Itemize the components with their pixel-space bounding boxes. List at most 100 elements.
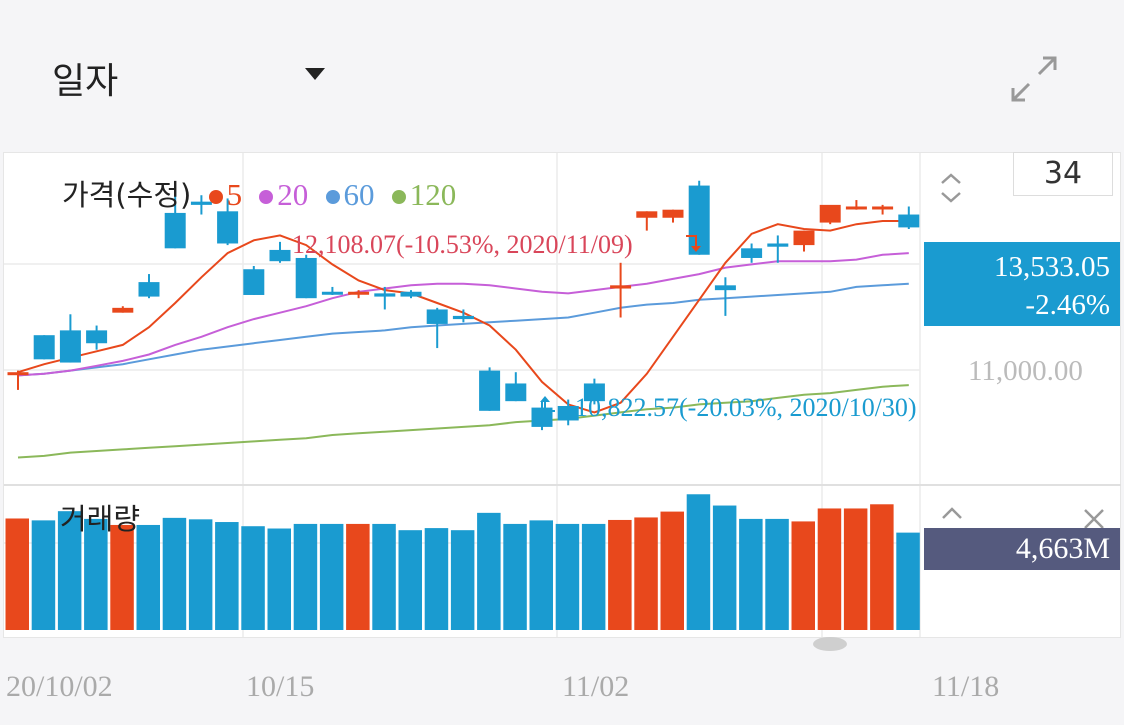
volume-bar[interactable] bbox=[162, 517, 187, 630]
candlestick[interactable] bbox=[112, 306, 134, 313]
candlestick[interactable] bbox=[557, 399, 579, 426]
close-icon[interactable] bbox=[1082, 507, 1106, 531]
candlestick[interactable] bbox=[479, 367, 501, 411]
volume-bar[interactable] bbox=[319, 523, 344, 630]
ma60-legend-label[interactable]: 60 bbox=[343, 177, 375, 212]
candlestick[interactable] bbox=[741, 243, 763, 263]
candlestick[interactable] bbox=[662, 209, 684, 223]
zoom-updown-icon[interactable] bbox=[938, 170, 964, 206]
volume-bar[interactable] bbox=[31, 520, 56, 630]
volume-bar[interactable] bbox=[372, 523, 396, 630]
collapse-chevron-up-icon[interactable] bbox=[940, 504, 964, 522]
volume-bar[interactable] bbox=[477, 512, 501, 630]
candle-body bbox=[112, 307, 134, 313]
volume-bar[interactable] bbox=[136, 524, 161, 630]
candle-body bbox=[872, 206, 894, 210]
candlestick[interactable] bbox=[348, 290, 370, 299]
volume-bar[interactable] bbox=[84, 518, 108, 630]
volume-bar[interactable] bbox=[765, 518, 789, 630]
candlestick[interactable] bbox=[269, 241, 291, 263]
candle-body bbox=[714, 285, 736, 291]
volume-bar[interactable] bbox=[686, 494, 711, 630]
candlestick[interactable] bbox=[714, 277, 736, 316]
candlestick[interactable] bbox=[59, 314, 81, 363]
candlestick[interactable] bbox=[295, 254, 317, 299]
volume-bar[interactable] bbox=[660, 511, 685, 630]
volume-bar[interactable] bbox=[450, 530, 475, 630]
high-marker-icon bbox=[686, 235, 697, 248]
candlestick[interactable] bbox=[400, 290, 422, 299]
candlestick[interactable] bbox=[898, 206, 920, 230]
candlestick[interactable] bbox=[872, 204, 894, 215]
candlestick[interactable] bbox=[374, 286, 396, 310]
candlestick[interactable] bbox=[636, 211, 658, 231]
candle-body bbox=[557, 405, 579, 421]
x-tick-label: 11/02 bbox=[562, 670, 630, 703]
candlestick[interactable] bbox=[819, 204, 841, 225]
candlestick[interactable] bbox=[217, 198, 239, 246]
volume-bar[interactable] bbox=[634, 517, 658, 630]
volume-bar[interactable] bbox=[529, 520, 554, 630]
volume-bar[interactable] bbox=[843, 508, 868, 630]
volume-bar[interactable] bbox=[346, 523, 370, 630]
volume-bar[interactable] bbox=[5, 518, 30, 630]
candlestick[interactable] bbox=[505, 372, 527, 402]
volume-bar[interactable] bbox=[503, 523, 527, 630]
candlestick[interactable] bbox=[767, 235, 789, 263]
expand-icon[interactable] bbox=[1005, 50, 1063, 108]
volume-bar[interactable] bbox=[398, 530, 423, 630]
candlestick[interactable] bbox=[610, 262, 632, 318]
candlestick[interactable] bbox=[164, 190, 186, 249]
ma120-legend-dot bbox=[391, 190, 406, 204]
volume-bar[interactable] bbox=[267, 528, 292, 630]
ma5-legend-label[interactable]: 5 bbox=[226, 177, 243, 212]
candle-body bbox=[295, 257, 317, 299]
volume-bar[interactable] bbox=[188, 519, 213, 630]
candlestick[interactable] bbox=[845, 200, 867, 210]
candle-body bbox=[583, 383, 605, 402]
volume-bar[interactable] bbox=[57, 511, 82, 630]
ma20-legend-label[interactable]: 20 bbox=[277, 177, 309, 212]
candlestick[interactable] bbox=[86, 325, 108, 350]
candle-body bbox=[636, 211, 658, 218]
period-select[interactable]: 일자 bbox=[52, 61, 119, 102]
volume-bar[interactable] bbox=[424, 528, 449, 630]
candlestick[interactable] bbox=[793, 230, 815, 252]
candlestick[interactable] bbox=[321, 286, 343, 295]
candle-body bbox=[610, 285, 632, 289]
volume-bar[interactable] bbox=[817, 508, 842, 630]
ma5-legend-dot bbox=[208, 190, 223, 204]
volume-bar[interactable] bbox=[608, 519, 632, 630]
volume-bar[interactable] bbox=[739, 518, 763, 630]
candlestick[interactable] bbox=[243, 266, 265, 295]
candlestick[interactable] bbox=[33, 335, 55, 360]
candlestick[interactable] bbox=[138, 274, 160, 299]
volume-bar[interactable] bbox=[581, 523, 606, 630]
dropdown-arrow-icon[interactable] bbox=[305, 68, 325, 80]
candlestick[interactable] bbox=[583, 378, 605, 405]
volume-bar[interactable] bbox=[293, 523, 318, 630]
candlestick[interactable] bbox=[452, 309, 474, 323]
volume-bar[interactable] bbox=[791, 521, 816, 630]
candlestick[interactable] bbox=[688, 180, 710, 255]
candle-body bbox=[190, 201, 212, 205]
visible-count-box[interactable]: 34 bbox=[1013, 152, 1113, 196]
volume-bar[interactable] bbox=[110, 524, 134, 630]
candlestick[interactable] bbox=[190, 195, 212, 215]
candle-body bbox=[400, 291, 422, 297]
volume-bar[interactable] bbox=[712, 505, 737, 630]
volume-bar[interactable] bbox=[215, 522, 239, 630]
candlestick[interactable] bbox=[426, 307, 448, 349]
candle-body bbox=[662, 209, 684, 218]
ma120-legend-label[interactable]: 120 bbox=[409, 177, 457, 212]
volume-bar[interactable] bbox=[870, 504, 894, 630]
scroll-handle[interactable] bbox=[813, 637, 847, 651]
chart-header: 일자 bbox=[0, 0, 1124, 145]
candle-body bbox=[452, 315, 474, 320]
volume-bar[interactable] bbox=[555, 523, 580, 630]
volume-bar[interactable] bbox=[241, 526, 265, 630]
volume-bar[interactable] bbox=[896, 532, 920, 630]
candlestick[interactable] bbox=[7, 370, 29, 390]
candlestick[interactable] bbox=[531, 401, 553, 431]
